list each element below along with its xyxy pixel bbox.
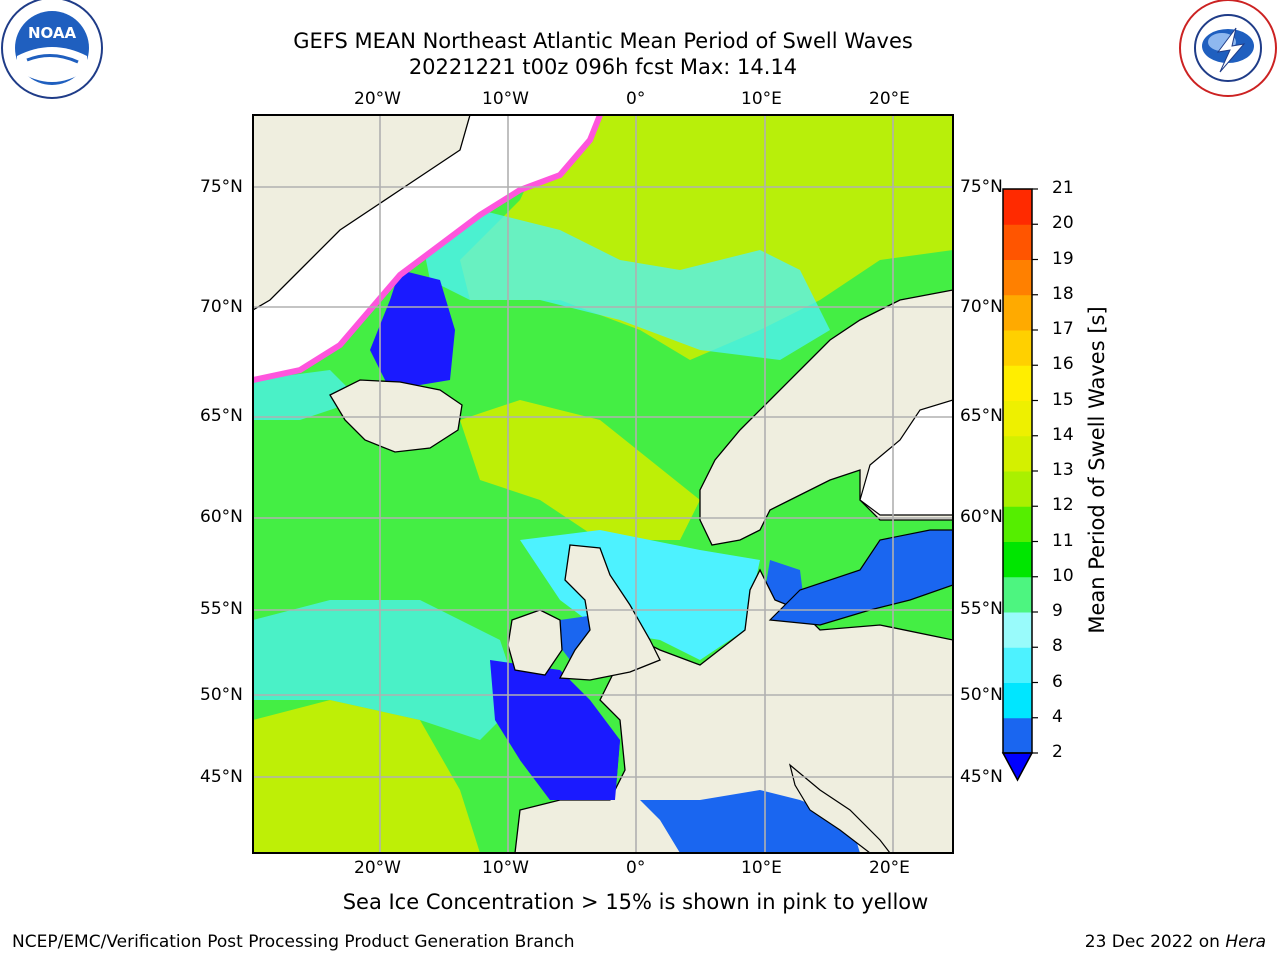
- colorbar: [1001, 188, 1038, 782]
- colorbar-tick-label: 8: [1052, 636, 1063, 657]
- colorbar-tick-label: 19: [1052, 248, 1074, 269]
- graticule: [253, 115, 953, 853]
- colorbar-tick-label: 11: [1052, 530, 1074, 551]
- lat-label-left-70n: 70°N: [200, 297, 243, 317]
- lat-label-right-60n: 60°N: [960, 507, 1003, 527]
- colorbar-tick-label: 15: [1052, 389, 1074, 410]
- sea-ice-caption: Sea Ice Concentration > 15% is shown in …: [342, 890, 929, 914]
- colorbar-tick-label: 12: [1052, 495, 1074, 516]
- colorbar-segment: [1003, 647, 1032, 683]
- colorbar-tick-label: 21: [1052, 178, 1074, 198]
- lat-label-right-70n: 70°N: [960, 297, 1003, 317]
- colorbar-under-arrow: [1001, 752, 1034, 782]
- lon-label-top-10w: 10°W: [482, 89, 529, 109]
- lat-label-right-55n: 55°N: [960, 599, 1003, 619]
- colorbar-segment: [1003, 612, 1032, 648]
- chart-title: GEFS MEAN Northeast Atlantic Mean Period…: [293, 29, 913, 53]
- lat-label-left-55n: 55°N: [200, 599, 243, 619]
- colorbar-tick-label: 2: [1052, 742, 1063, 762]
- colorbar-segment: [1003, 506, 1032, 542]
- nws-logo: [1179, 0, 1277, 97]
- lat-label-right-75n: 75°N: [960, 177, 1003, 197]
- colorbar-tick-label: 6: [1052, 671, 1063, 692]
- colorbar-tick-label: 16: [1052, 354, 1074, 375]
- colorbar-segment: [1003, 541, 1032, 578]
- colorbar-tick-label: 10: [1052, 565, 1074, 586]
- lon-label-bottom-10e: 10°E: [741, 858, 782, 878]
- lat-label-left-50n: 50°N: [200, 685, 243, 705]
- colorbar-tick-label: 14: [1052, 424, 1074, 445]
- footer-host: Hera: [1225, 932, 1266, 952]
- lon-label-bottom-20e: 20°E: [869, 858, 910, 878]
- colorbar-tick-label: 20: [1052, 213, 1074, 234]
- colorbar-tick-label: 9: [1052, 601, 1063, 621]
- colorbar-tick-label: 17: [1052, 319, 1074, 339]
- colorbar-segment: [1003, 435, 1032, 472]
- colorbar-segment: [1003, 294, 1032, 331]
- colorbar-segment: [1003, 400, 1032, 437]
- chart-subtitle: 20221221 t00z 096h fcst Max: 14.14: [408, 55, 798, 79]
- colorbar-segment: [1003, 330, 1032, 366]
- colorbar-segment: [1003, 365, 1032, 401]
- lat-label-right-50n: 50°N: [960, 685, 1003, 705]
- lon-label-top-10e: 10°E: [741, 89, 782, 109]
- lon-label-top-20e: 20°E: [869, 89, 910, 109]
- lon-label-top-0: 0°: [626, 89, 646, 109]
- noaa-logo-text: NOAA: [28, 24, 77, 42]
- colorbar-tick-label: 18: [1052, 283, 1074, 304]
- lat-label-right-65n: 65°N: [960, 406, 1003, 426]
- footer-date: 23 Dec 2022 on Hera: [1085, 932, 1266, 952]
- lat-label-left-65n: 65°N: [200, 406, 243, 426]
- colorbar-segment: [1003, 717, 1032, 754]
- colorbar-tick-label: 13: [1052, 460, 1074, 480]
- colorbar-title: Mean Period of Swell Waves [s]: [1085, 306, 1109, 634]
- lon-label-bottom-20w: 20°W: [354, 858, 401, 878]
- lat-label-left-45n: 45°N: [200, 767, 243, 787]
- lon-label-top-20w: 20°W: [354, 89, 401, 109]
- colorbar-tick-label: 4: [1052, 706, 1063, 727]
- footer-date-text: 23 Dec 2022 on: [1084, 932, 1226, 952]
- colorbar-segment: [1003, 224, 1032, 260]
- map-field: [253, 115, 953, 853]
- lat-label-left-75n: 75°N: [200, 177, 243, 197]
- map-frame: [252, 114, 954, 854]
- lon-label-bottom-10w: 10°W: [482, 858, 529, 878]
- lat-label-right-45n: 45°N: [960, 767, 1003, 787]
- colorbar-segment: [1003, 471, 1032, 507]
- lat-label-left-60n: 60°N: [200, 507, 243, 527]
- colorbar-segment: [1003, 576, 1032, 613]
- colorbar-segment: [1003, 682, 1032, 719]
- footer-credit: NCEP/EMC/Verification Post Processing Pr…: [12, 932, 575, 952]
- lon-label-bottom-0: 0°: [626, 858, 646, 878]
- colorbar-segment: [1003, 259, 1032, 296]
- colorbar-segment: [1003, 189, 1032, 225]
- noaa-logo: NOAA: [1, 0, 103, 99]
